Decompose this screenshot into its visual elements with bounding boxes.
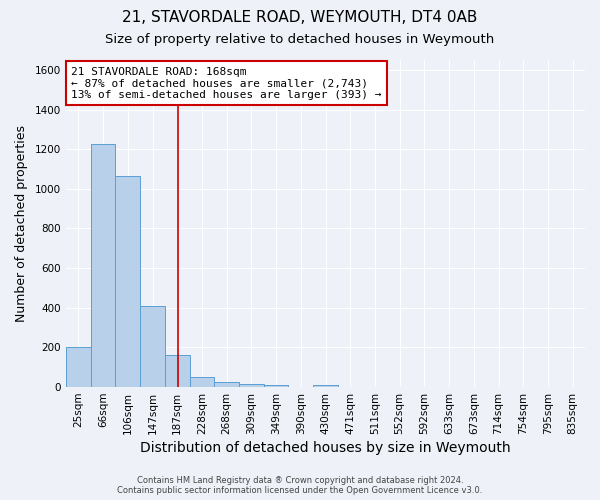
Bar: [66, 348, 91, 387]
Bar: [264, 385, 289, 387]
Bar: [91, 144, 115, 387]
Text: 21 STAVORDALE ROAD: 168sqm
← 87% of detached houses are smaller (2,743)
13% of s: 21 STAVORDALE ROAD: 168sqm ← 87% of deta…: [71, 66, 382, 100]
Text: Size of property relative to detached houses in Weymouth: Size of property relative to detached ho…: [106, 32, 494, 46]
Bar: [140, 306, 165, 387]
Text: Contains HM Land Registry data ® Crown copyright and database right 2024.
Contai: Contains HM Land Registry data ® Crown c…: [118, 476, 482, 495]
Bar: [115, 176, 140, 387]
Bar: [313, 385, 338, 387]
X-axis label: Distribution of detached houses by size in Weymouth: Distribution of detached houses by size …: [140, 441, 511, 455]
Bar: [214, 382, 239, 387]
Bar: [190, 377, 214, 387]
Text: 21, STAVORDALE ROAD, WEYMOUTH, DT4 0AB: 21, STAVORDALE ROAD, WEYMOUTH, DT4 0AB: [122, 10, 478, 25]
Bar: [165, 355, 190, 387]
Y-axis label: Number of detached properties: Number of detached properties: [15, 125, 28, 322]
Bar: [239, 384, 264, 387]
